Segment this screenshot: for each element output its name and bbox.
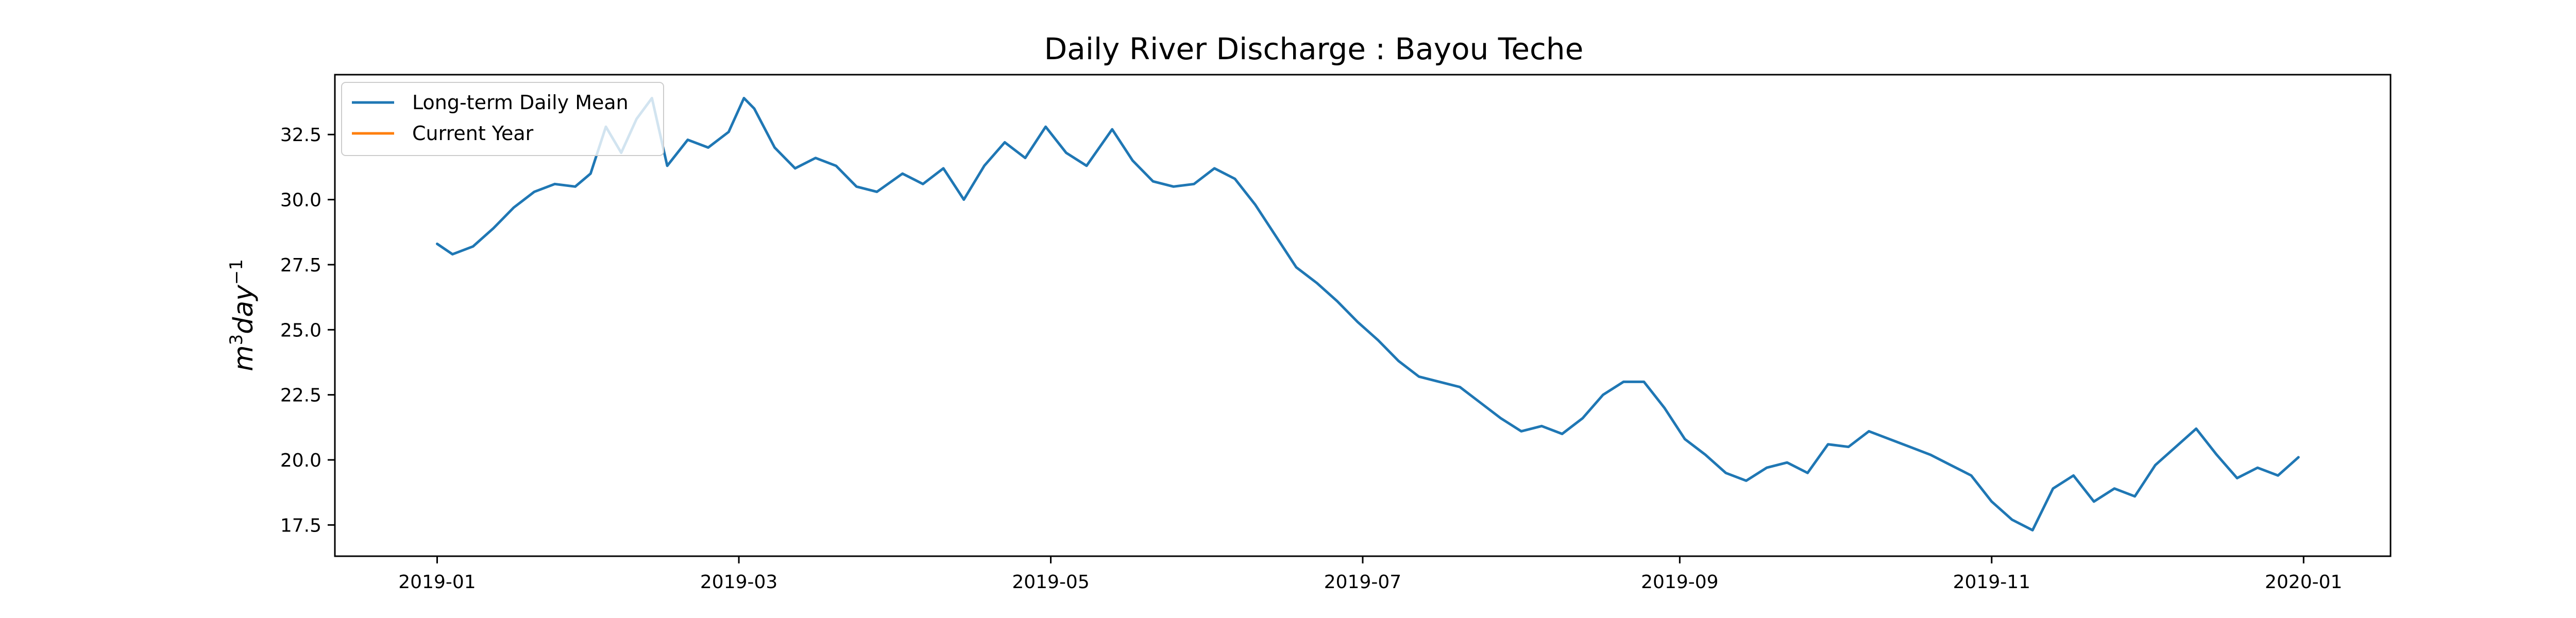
chart-title: Daily River Discharge : Bayou Teche — [1044, 31, 1584, 66]
y-tick-label: 32.5 — [280, 125, 321, 146]
y-tick-label: 22.5 — [280, 385, 321, 406]
x-tick-label: 2020-01 — [2265, 572, 2342, 593]
y-label-sup-2: −1 — [226, 259, 247, 285]
y-tick-label: 20.0 — [280, 450, 321, 471]
series-line-long-term-daily-mean — [436, 97, 2300, 531]
legend-box — [341, 82, 664, 156]
x-tick-label: 2019-03 — [700, 572, 777, 593]
legend: Long-term Daily Mean Current Year — [341, 82, 664, 156]
x-axis: 2019-01 2019-03 2019-05 2019-07 2019-09 2019-… — [398, 556, 2342, 593]
series-layer — [436, 97, 2300, 531]
y-label-base-1: m — [228, 345, 259, 371]
y-tick-label: 17.5 — [280, 515, 321, 536]
x-tick-label: 2019-09 — [1641, 572, 1718, 593]
y-label-sup-1: 3 — [226, 334, 247, 346]
x-tick-label: 2019-05 — [1012, 572, 1089, 593]
y-tick-label: 25.0 — [280, 320, 321, 341]
y-axis-label: m3day−1 — [226, 259, 259, 371]
x-tick-label: 2019-01 — [398, 572, 476, 593]
y-label-base-2: day — [228, 284, 259, 334]
x-tick-label: 2019-11 — [1953, 572, 2030, 593]
legend-label-current-year: Current Year — [412, 122, 534, 145]
y-tick-label: 27.5 — [280, 255, 321, 276]
legend-label-long-term-daily-mean: Long-term Daily Mean — [412, 91, 629, 114]
y-axis: 17.5 20.0 22.5 25.0 27.5 30.0 32.5 — [280, 125, 335, 536]
y-tick-label: 30.0 — [280, 190, 321, 211]
x-tick-label: 2019-07 — [1324, 572, 1401, 593]
